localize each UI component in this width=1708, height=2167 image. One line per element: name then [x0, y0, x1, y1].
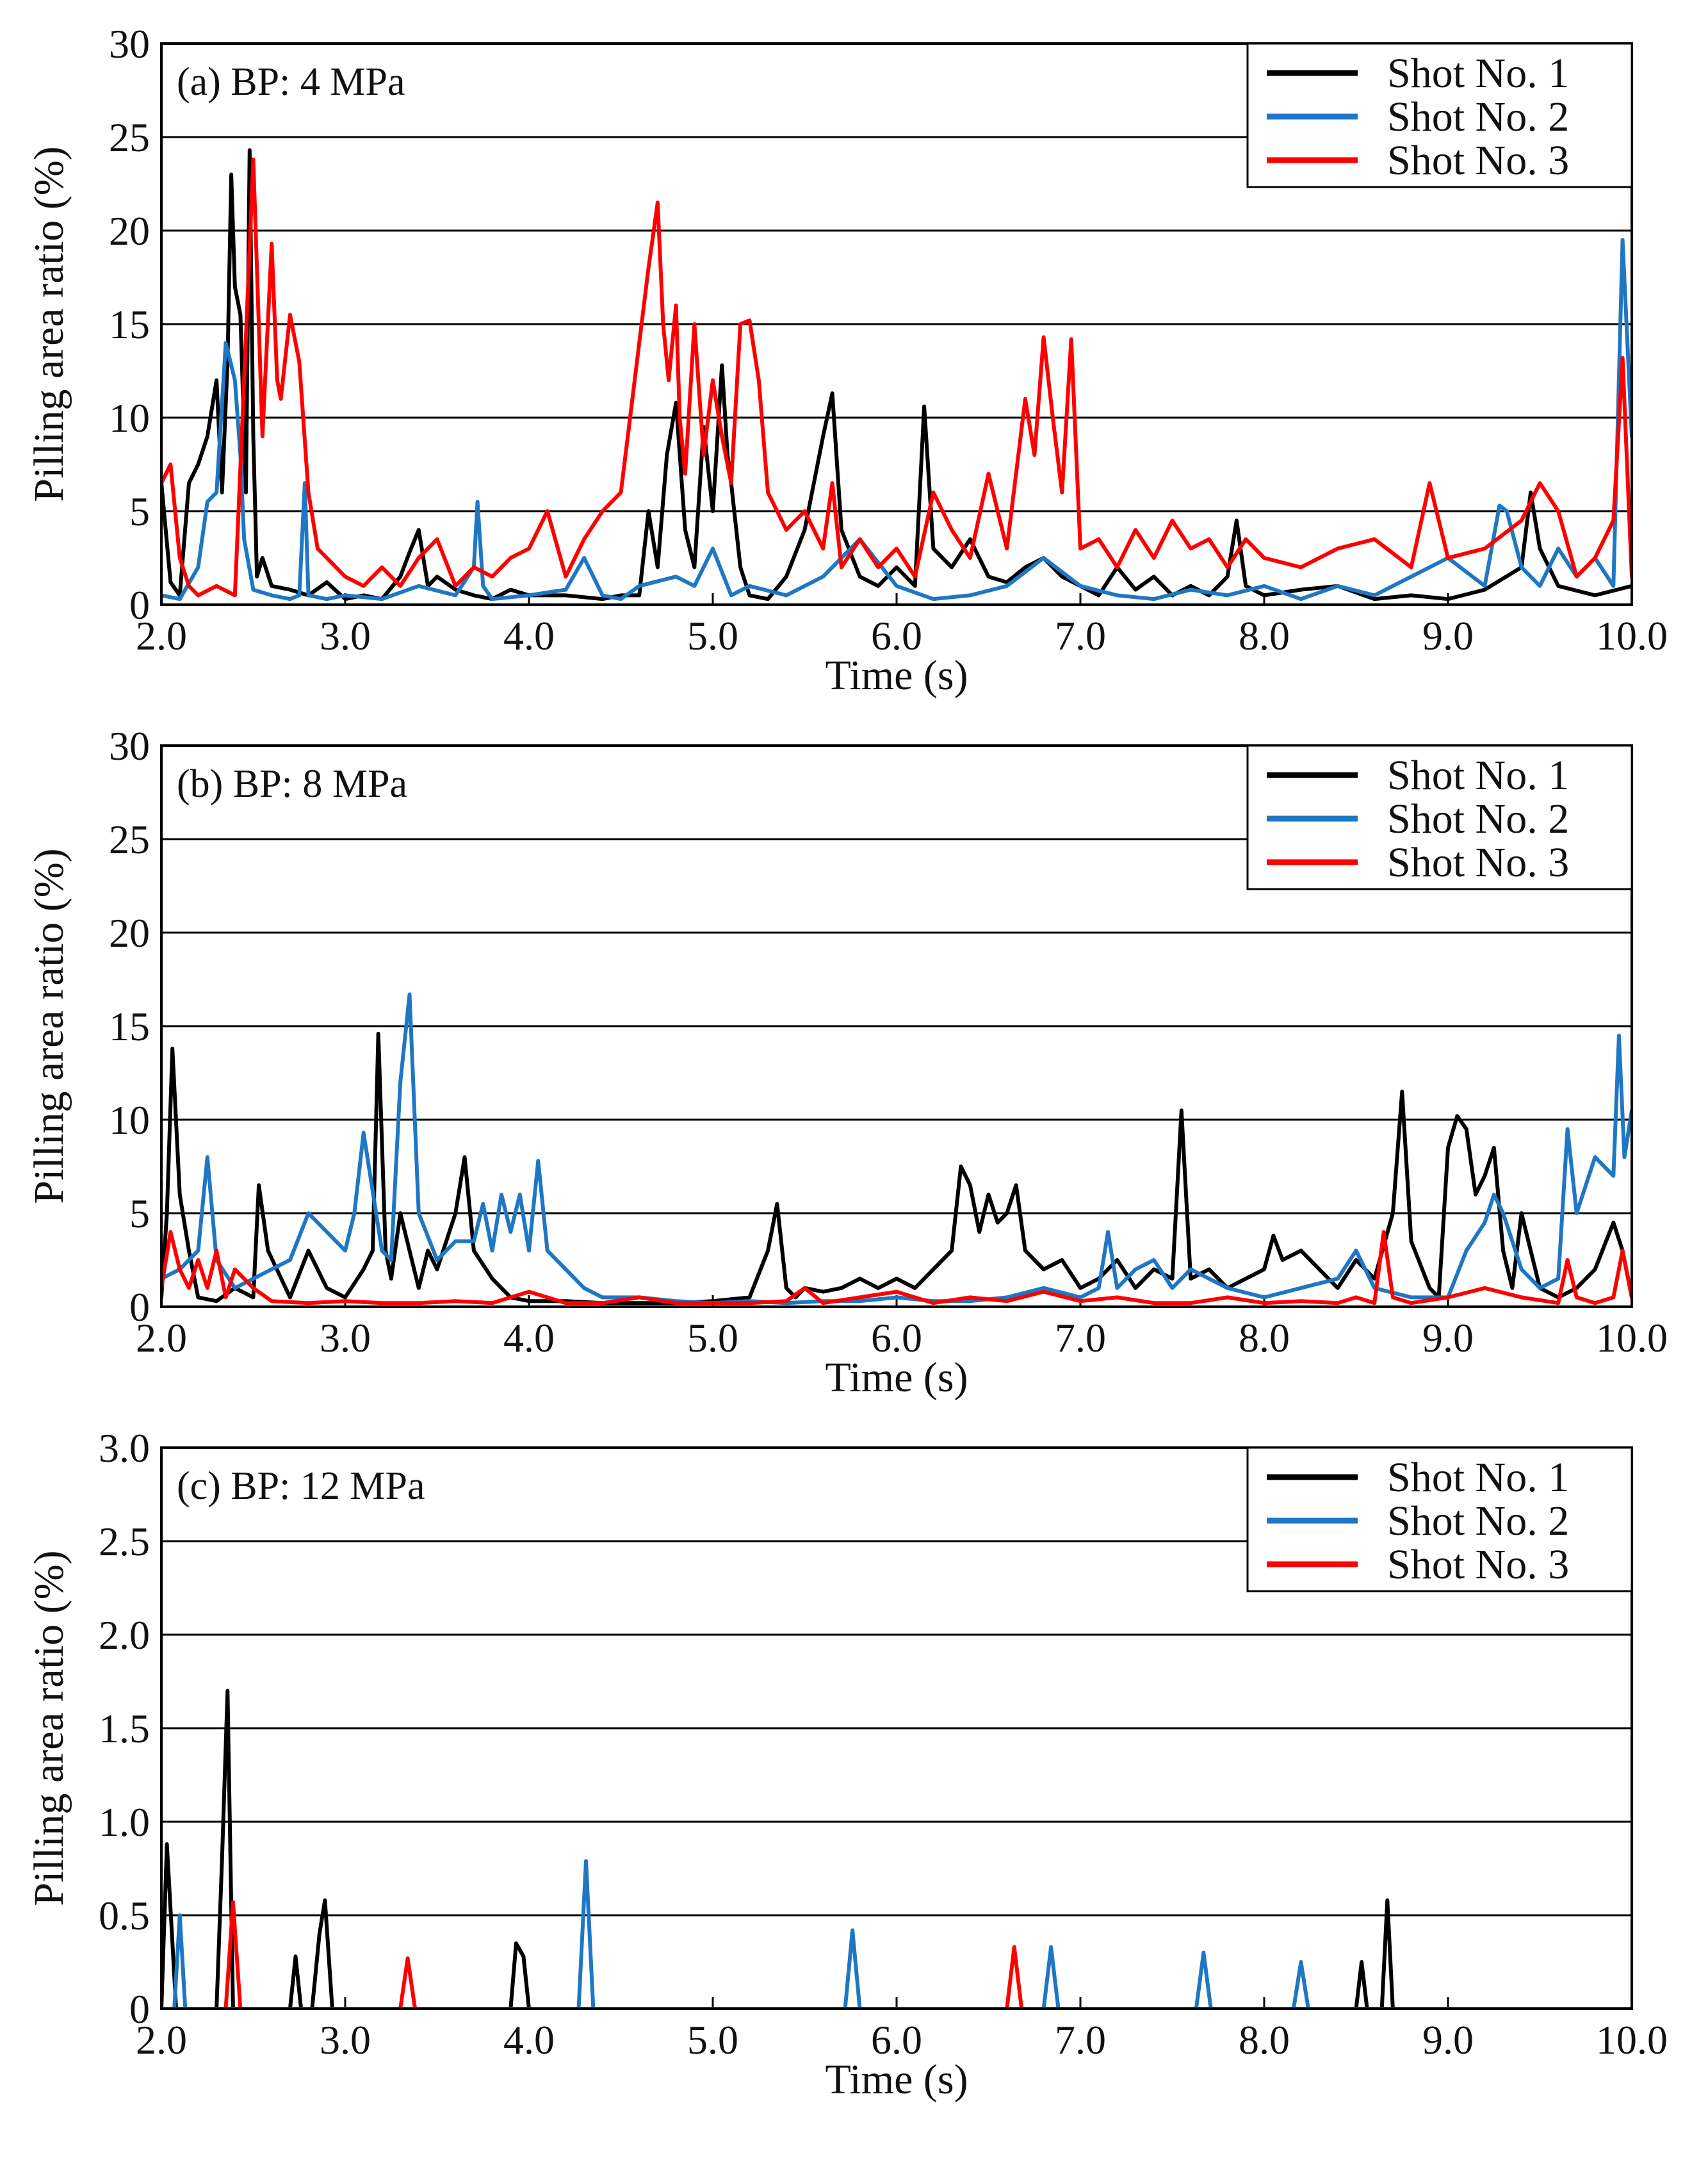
plot-frame: [160, 744, 1633, 1308]
y-tick-label: 2.5: [99, 1519, 150, 1564]
x-tick-label: 9.0: [1422, 1315, 1474, 1361]
y-tick-label: 20: [109, 208, 150, 254]
y-tick-label: 1.5: [99, 1706, 150, 1751]
x-axis-label: Time (s): [825, 1354, 968, 1401]
y-tick-label: 0: [129, 1986, 150, 2032]
chart-panel-1: 0 5 10 15 20 25 30 2.0 3.0 4.0 5.0 6.0 7.0 8.0 9.0 10.0…: [26, 21, 1668, 699]
series-line-shot-2: [161, 238, 1632, 601]
legend-label-shot-1: Shot No. 1: [1387, 50, 1569, 97]
y-tick-label: 0: [129, 582, 150, 628]
legend-label-shot-2: Shot No. 2: [1387, 796, 1569, 842]
x-tick-label: 3.0: [320, 1315, 371, 1361]
y-tick-label: 10: [109, 395, 150, 441]
series-line-shot-1: [161, 1689, 1632, 2009]
y-axis-label: Pilling area ratio (%): [26, 848, 72, 1204]
x-tick-label: 9.0: [1422, 613, 1474, 658]
x-axis-label: Time (s): [825, 652, 968, 699]
x-tick-label: 9.0: [1422, 2017, 1474, 2063]
x-tick-label: 5.0: [687, 2017, 738, 2063]
x-tick-label: 10.0: [1596, 2017, 1668, 2063]
x-tick-label: 2.0: [136, 613, 187, 658]
x-tick-label: 4.0: [503, 613, 555, 658]
series-line-shot-1: [161, 148, 1632, 601]
y-tick-label: 20: [109, 910, 150, 956]
y-tick-label: 30: [109, 723, 150, 769]
x-tick-label: 8.0: [1239, 613, 1290, 658]
legend-label-shot-1: Shot No. 1: [1387, 752, 1569, 799]
y-tick-label: 5: [129, 489, 150, 534]
x-tick-label: 10.0: [1596, 1315, 1668, 1361]
panel-title: (a) BP: 4 MPa: [177, 60, 405, 104]
y-tick-label: 3.0: [99, 1425, 150, 1471]
y-tick-label: 1.0: [99, 1799, 150, 1845]
x-tick-label: 5.0: [687, 1315, 738, 1361]
x-tick-label: 7.0: [1055, 2017, 1106, 2063]
y-axis-label: Pilling area ratio (%): [26, 1550, 72, 1906]
x-tick-label: 6.0: [871, 2017, 922, 2063]
x-tick-label: 7.0: [1055, 613, 1106, 658]
y-tick-label: 10: [109, 1097, 150, 1143]
x-tick-label: 7.0: [1055, 1315, 1106, 1361]
y-tick-label: 30: [109, 21, 150, 67]
y-axis-label: Pilling area ratio (%): [26, 146, 72, 502]
series-line-shot-3: [161, 158, 1632, 598]
plot-frame: [160, 42, 1633, 606]
x-tick-label: 2.0: [136, 1315, 187, 1361]
panel-title: (b) BP: 8 MPa: [177, 762, 407, 806]
series-group: [161, 992, 1632, 1305]
legend-label-shot-3: Shot No. 3: [1387, 839, 1569, 886]
series-line-shot-1: [161, 1031, 1632, 1305]
series-group: [161, 1689, 1632, 2009]
legend-label-shot-2: Shot No. 2: [1387, 1498, 1569, 1544]
x-tick-label: 10.0: [1596, 613, 1668, 658]
y-tick-label: 0: [129, 1284, 150, 1330]
y-tick-label: 25: [109, 115, 150, 160]
legend-label-shot-2: Shot No. 2: [1387, 94, 1569, 140]
x-tick-label: 4.0: [503, 2017, 555, 2063]
y-tick-label: 5: [129, 1191, 150, 1236]
x-tick-label: 3.0: [320, 613, 371, 658]
legend-label-shot-3: Shot No. 3: [1387, 137, 1569, 184]
y-tick-label: 25: [109, 817, 150, 862]
x-tick-label: 8.0: [1239, 1315, 1290, 1361]
legend-label-shot-3: Shot No. 3: [1387, 1541, 1569, 1588]
series-line-shot-3: [161, 1900, 1632, 2009]
chart-panel-2: 0 5 10 15 20 25 30 2.0 3.0 4.0 5.0 6.0 7.0 8.0 9.0 10.0…: [26, 723, 1668, 1401]
x-tick-label: 8.0: [1239, 2017, 1290, 2063]
series-group: [161, 148, 1632, 601]
panel-title: (c) BP: 12 MPa: [177, 1464, 425, 1508]
series-line-shot-2: [161, 1859, 1632, 2009]
x-tick-label: 3.0: [320, 2017, 371, 2063]
legend-label-shot-1: Shot No. 1: [1387, 1454, 1569, 1501]
y-tick-label: 2.0: [99, 1612, 150, 1658]
chart-panel-3: 0 0.5 1.0 1.5 2.0 2.5 3.0 2.0 3.0 4.0 5.0 6.0 7.0 8.0…: [26, 1425, 1668, 2103]
y-tick-label: 15: [109, 302, 150, 347]
x-tick-label: 2.0: [136, 2017, 187, 2063]
plot-frame: [160, 1446, 1633, 2010]
y-tick-label: 15: [109, 1004, 150, 1049]
series-line-shot-3: [161, 1230, 1632, 1305]
x-tick-label: 6.0: [871, 1315, 922, 1361]
x-tick-label: 4.0: [503, 1315, 555, 1361]
x-axis-label: Time (s): [825, 2056, 968, 2103]
x-tick-label: 5.0: [687, 613, 738, 658]
x-tick-label: 6.0: [871, 613, 922, 658]
y-tick-label: 0.5: [99, 1893, 150, 1938]
